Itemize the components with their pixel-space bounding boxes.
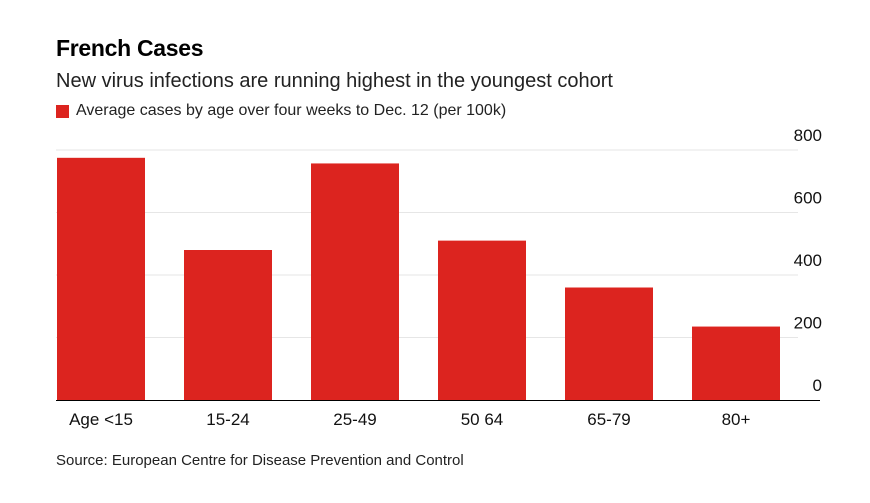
bar: [692, 326, 780, 400]
bar: [184, 250, 272, 400]
legend-label: Average cases by age over four weeks to …: [76, 102, 507, 119]
y-tick-label: 0: [813, 376, 822, 395]
x-tick-label: 15-24: [206, 410, 249, 429]
x-tick-label: 25-49: [333, 410, 376, 429]
chart-title: French Cases: [56, 35, 204, 61]
source-note: Source: European Centre for Disease Prev…: [56, 452, 464, 469]
bar: [565, 287, 653, 400]
y-tick-label: 800: [794, 126, 822, 145]
y-tick-label: 400: [794, 251, 822, 270]
x-tick-label: 65-79: [587, 410, 630, 429]
chart-subtitle: New virus infections are running highest…: [56, 70, 613, 92]
x-tick-label: 50 64: [461, 410, 504, 429]
y-tick-label: 600: [794, 189, 822, 208]
bar: [438, 240, 526, 400]
y-tick-label: 200: [794, 314, 822, 333]
legend: Average cases by age over four weeks to …: [56, 100, 506, 122]
x-tick-label: Age <15: [69, 410, 133, 429]
x-tick-label: 80+: [722, 410, 751, 429]
bar: [57, 157, 145, 400]
legend-swatch: [56, 104, 69, 118]
bar: [311, 163, 399, 400]
